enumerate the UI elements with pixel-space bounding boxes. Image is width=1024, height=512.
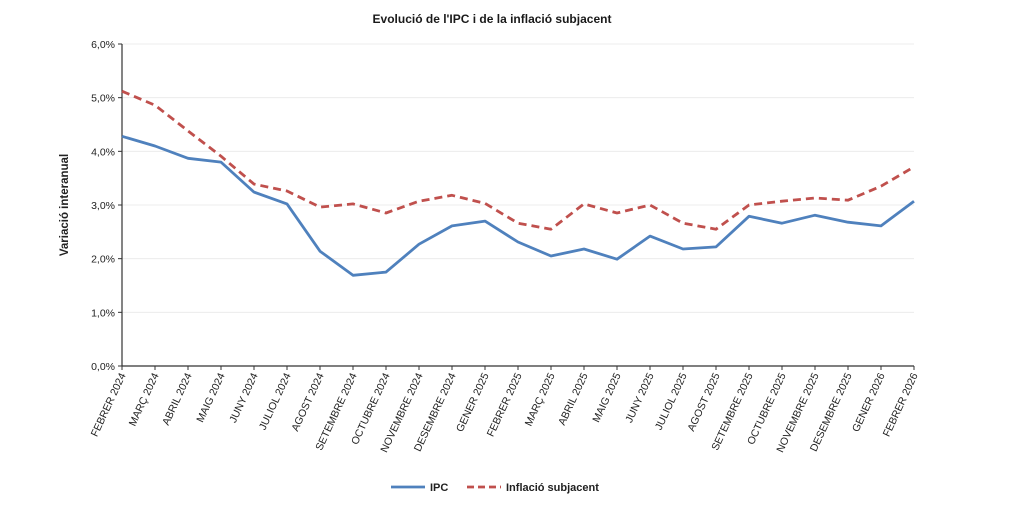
- data-point: [781, 200, 783, 202]
- legend-subjacent-label: Inflació subjacent: [506, 482, 599, 494]
- data-point: [814, 197, 816, 199]
- data-point: [220, 161, 222, 163]
- x-tick-label: ABRIL 2025: [556, 371, 591, 427]
- data-point: [880, 185, 882, 187]
- y-axis-ticks: 0,0% 1,0% 2,0% 3,0% 4,0% 5,0% 6,0%: [91, 39, 122, 373]
- data-point: [352, 274, 354, 276]
- data-point: [484, 202, 486, 204]
- x-tick-label: FEBRER 2026: [881, 371, 921, 439]
- data-point: [220, 155, 222, 157]
- x-tick-label: GENER 2026: [850, 371, 888, 434]
- data-point: [880, 225, 882, 227]
- data-point: [583, 248, 585, 250]
- data-point: [154, 104, 156, 106]
- data-point: [649, 235, 651, 237]
- data-point: [517, 222, 519, 224]
- data-point: [682, 222, 684, 224]
- y-tick-label: 3,0%: [91, 200, 115, 212]
- data-point: [319, 250, 321, 252]
- x-tick-label: MARÇ 2025: [523, 371, 558, 428]
- data-point: [286, 190, 288, 192]
- data-point: [550, 228, 552, 230]
- x-tick-label: JUNY 2025: [623, 371, 657, 425]
- y-tick-label: 2,0%: [91, 254, 115, 266]
- data-point: [352, 203, 354, 205]
- data-point: [814, 214, 816, 216]
- x-tick-label: JUNY 2024: [227, 371, 261, 425]
- data-point: [649, 204, 651, 206]
- x-tick-label: MAIG 2025: [590, 371, 623, 424]
- y-tick-label: 4,0%: [91, 146, 115, 158]
- data-point: [418, 243, 420, 245]
- data-point: [781, 222, 783, 224]
- x-tick-label: MARÇ 2024: [127, 371, 162, 428]
- chart-title: Evolució de l'IPC i de la inflació subja…: [373, 12, 612, 26]
- data-point: [451, 194, 453, 196]
- x-tick-label: FEBRER 2024: [89, 371, 129, 439]
- data-point: [385, 212, 387, 214]
- data-point: [715, 228, 717, 230]
- data-point: [847, 221, 849, 223]
- data-point: [583, 203, 585, 205]
- data-point: [748, 204, 750, 206]
- x-tick-label: ABRIL 2024: [160, 371, 195, 427]
- data-point: [715, 246, 717, 248]
- data-point: [913, 200, 915, 202]
- y-tick-label: 6,0%: [91, 39, 115, 51]
- data-point: [319, 206, 321, 208]
- gridlines: [122, 43, 914, 313]
- y-axis-label: Variació interanual: [59, 154, 71, 256]
- data-point: [616, 212, 618, 214]
- y-tick-label: 0,0%: [91, 361, 115, 373]
- x-tick-label: GENER 2025: [454, 371, 492, 434]
- legend: IPC Inflació subjacent: [391, 482, 599, 494]
- data-point: [913, 166, 915, 168]
- x-tick-label: AGOST 2024: [289, 371, 327, 433]
- data-point: [187, 157, 189, 159]
- data-point: [286, 203, 288, 205]
- data-point: [253, 191, 255, 193]
- y-tick-label: 1,0%: [91, 307, 115, 319]
- y-tick-label: 5,0%: [91, 93, 115, 105]
- data-point: [385, 271, 387, 273]
- x-tick-label: MAIG 2024: [194, 371, 227, 424]
- data-point: [484, 220, 486, 222]
- data-point: [451, 225, 453, 227]
- data-point: [154, 145, 156, 147]
- data-point: [847, 199, 849, 201]
- x-tick-label: JULIOL 2025: [653, 371, 690, 432]
- data-point: [517, 241, 519, 243]
- data-point: [418, 200, 420, 202]
- series-lines: [121, 89, 915, 277]
- data-point: [187, 130, 189, 132]
- series-line-inflacio-subjacent: [121, 89, 915, 231]
- legend-ipc-label: IPC: [430, 482, 448, 494]
- data-point: [121, 135, 123, 137]
- x-tick-label: FEBRER 2025: [485, 371, 525, 439]
- x-tick-label: AGOST 2025: [685, 371, 723, 433]
- data-point: [748, 215, 750, 217]
- series-line-ipc: [121, 134, 915, 277]
- data-point: [550, 255, 552, 257]
- data-point: [121, 90, 123, 92]
- data-point: [616, 258, 618, 260]
- data-point: [253, 183, 255, 185]
- data-point: [682, 248, 684, 250]
- x-tick-label: JULIOL 2024: [257, 371, 294, 432]
